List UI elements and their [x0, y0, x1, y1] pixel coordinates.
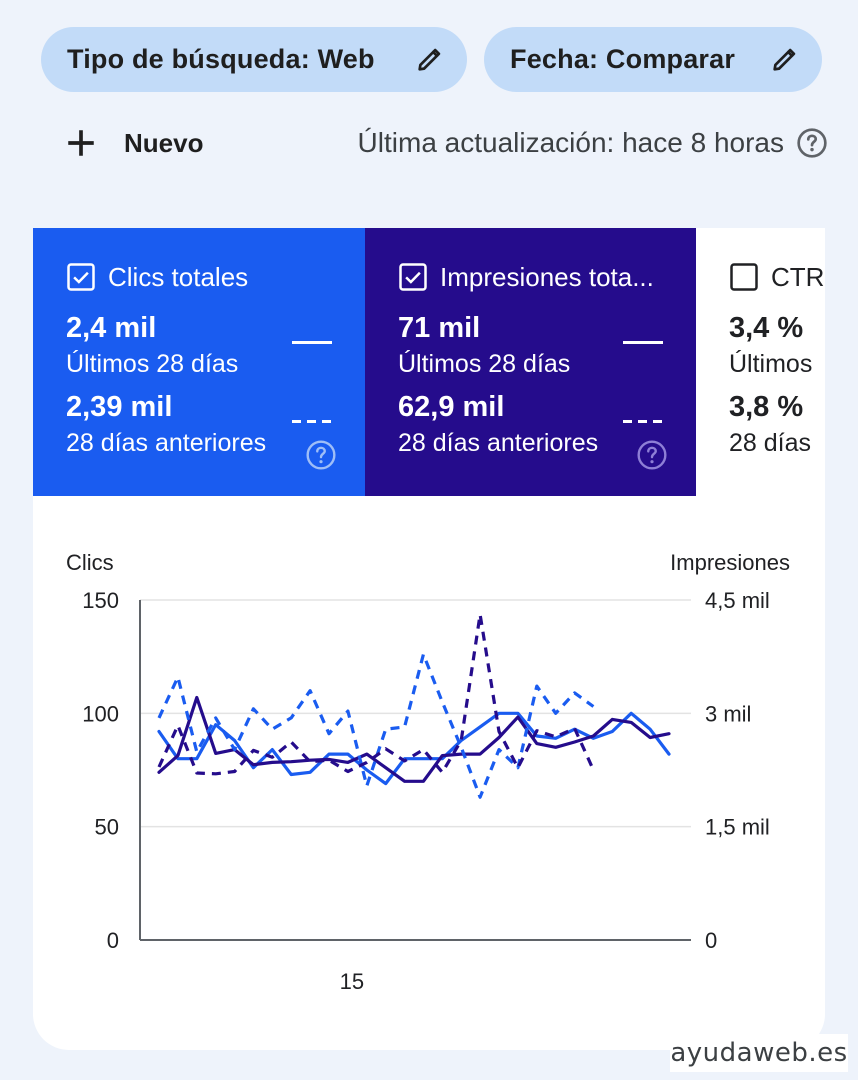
metric-ctr-card[interactable]: CTR 3,4 % Últimos 3,8 % 28 días [696, 228, 825, 496]
metric-clicks-previous-value: 2,39 mil [66, 391, 173, 423]
date-filter-label: Fecha: Comparar [510, 44, 736, 74]
metric-clicks-current-period: Últimos 28 días [66, 350, 239, 378]
metric-impressions-card[interactable]: Impresiones tota... 71 mil Últimos 28 dí… [365, 228, 696, 496]
left-tick-label: 50 [95, 815, 119, 840]
plus-icon [68, 130, 94, 156]
last-update-text: Última actualización: hace 8 horas [357, 127, 784, 158]
checkbox-checked-icon[interactable] [398, 262, 428, 292]
right-tick-label: 3 mil [705, 701, 751, 726]
metric-impressions-previous-period: 28 días anteriores [398, 429, 599, 457]
checkbox-checked-icon[interactable] [66, 262, 96, 292]
x-tick-label: 15 [340, 969, 364, 994]
toolbar: Nuevo Última actualización: hace 8 horas [64, 118, 828, 168]
solid-line-legend [623, 341, 663, 344]
metric-clicks-current-value: 2,4 mil [66, 312, 157, 344]
metric-impressions-current-value: 71 mil [398, 312, 481, 344]
help-icon[interactable] [636, 439, 668, 471]
metric-impressions-current-period: Últimos 28 días [398, 350, 571, 378]
date-filter-chip[interactable]: Fecha: Comparar [484, 27, 822, 92]
help-icon[interactable] [796, 127, 828, 159]
help-icon[interactable] [305, 439, 337, 471]
left-tick-label: 150 [82, 588, 119, 613]
pencil-icon [418, 48, 441, 71]
performance-card: Clics totales 2,4 mil Últimos 28 días 2,… [33, 228, 825, 1050]
right-tick-label: 1,5 mil [705, 815, 770, 840]
search-type-filter-chip[interactable]: Tipo de búsqueda: Web [41, 27, 467, 92]
right-tick-label: 4,5 mil [705, 588, 770, 613]
metric-impressions-label: Impresiones tota... [440, 261, 654, 292]
metric-clicks-card[interactable]: Clics totales 2,4 mil Últimos 28 días 2,… [33, 228, 365, 496]
watermark: ayudaweb.es [670, 1034, 848, 1072]
metric-impressions-previous-value: 62,9 mil [398, 391, 505, 423]
metric-clicks-label: Clics totales [108, 261, 249, 292]
current-clicks-series-line [157, 711, 671, 786]
dashed-line-legend [623, 420, 663, 423]
checkbox-unchecked-icon[interactable] [729, 262, 759, 292]
solid-line-legend [292, 341, 332, 344]
new-button[interactable]: Nuevo [64, 126, 203, 160]
last-update-info: Última actualización: hace 8 horas [358, 127, 828, 159]
current-impressions-series-line [157, 695, 671, 783]
previous-impressions-series-line [157, 612, 595, 776]
left-tick-label: 100 [82, 701, 119, 726]
dashed-line-legend [292, 420, 332, 423]
pencil-icon [773, 48, 796, 71]
metric-clicks-previous-period: 28 días anteriores [66, 429, 267, 457]
metric-ctr-previous-value: 3,8 % [729, 391, 804, 423]
right-tick-label: 0 [705, 928, 717, 953]
left-axis-title: Clics [66, 550, 114, 575]
new-button-label: Nuevo [124, 127, 204, 158]
right-axis-title: Impresiones [670, 550, 790, 575]
left-tick-label: 0 [107, 928, 119, 953]
metric-ctr-previous-period: 28 días [729, 429, 812, 457]
metric-ctr-label: CTR [771, 261, 825, 292]
search-type-filter-label: Tipo de búsqueda: Web [67, 44, 375, 74]
metric-ctr-current-period: Últimos [729, 350, 813, 378]
metric-ctr-current-value: 3,4 % [729, 312, 804, 344]
